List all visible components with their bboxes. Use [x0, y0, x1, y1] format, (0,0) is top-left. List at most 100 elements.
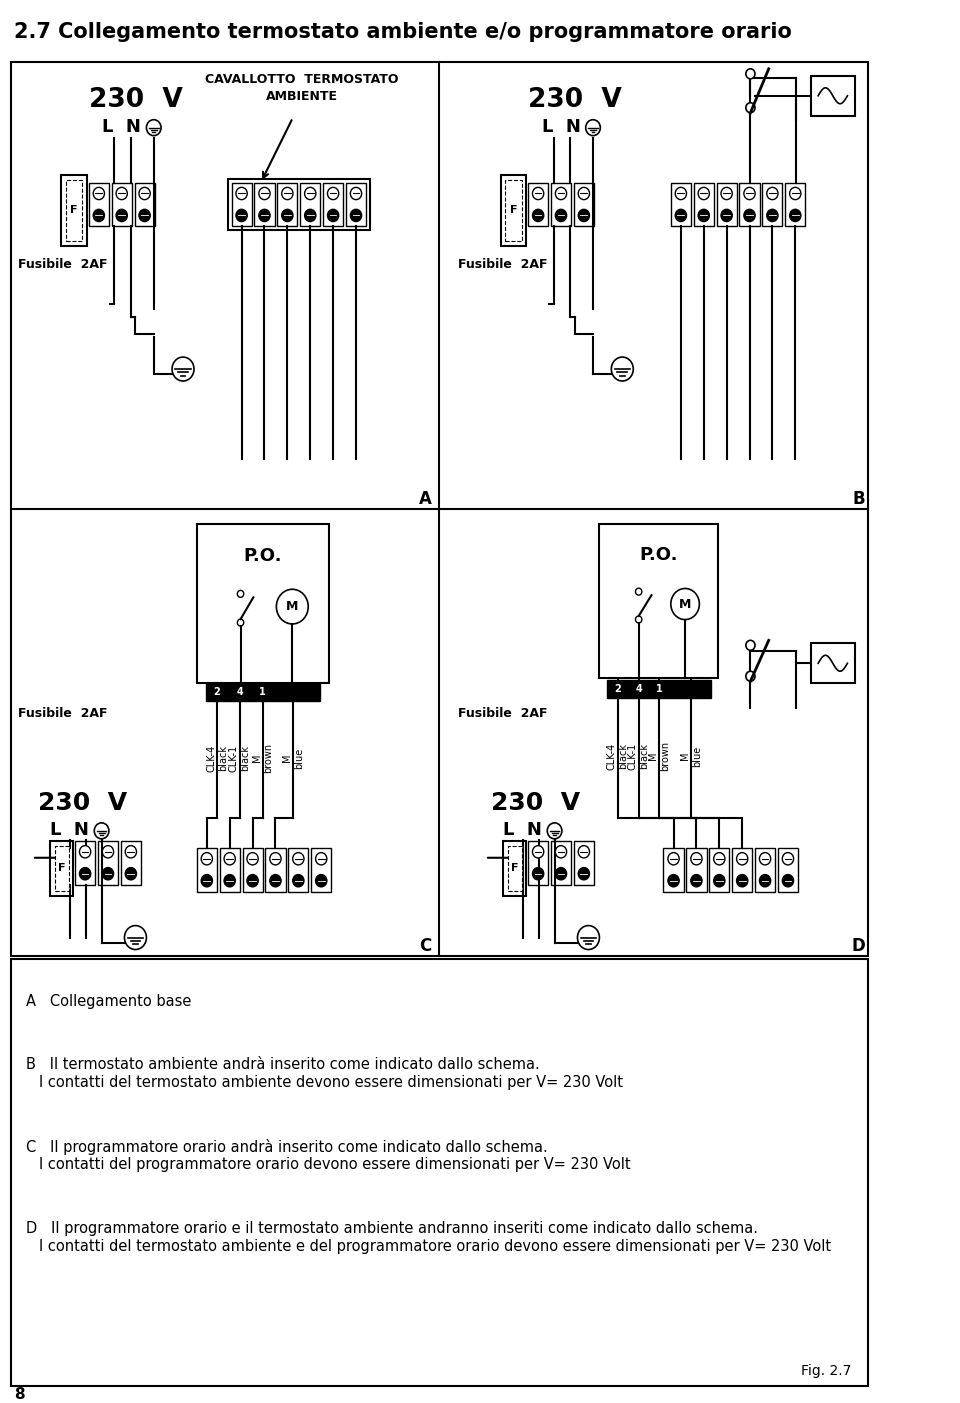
- Text: CLK-1
black: CLK-1 black: [229, 745, 251, 772]
- Circle shape: [327, 209, 339, 222]
- Bar: [309, 683, 319, 702]
- Bar: [778, 847, 798, 892]
- Circle shape: [533, 209, 543, 222]
- Circle shape: [555, 209, 566, 222]
- Text: Fusibile  2AF: Fusibile 2AF: [458, 258, 547, 271]
- Bar: [277, 182, 298, 226]
- Text: 230  V: 230 V: [528, 87, 621, 112]
- Text: 8: 8: [13, 1386, 24, 1402]
- Circle shape: [691, 853, 702, 864]
- Circle shape: [746, 671, 755, 682]
- Circle shape: [236, 188, 248, 199]
- Circle shape: [350, 209, 362, 222]
- Bar: [98, 840, 118, 885]
- Bar: [265, 847, 285, 892]
- Circle shape: [547, 822, 562, 839]
- Text: C: C: [420, 937, 432, 954]
- Bar: [716, 182, 736, 226]
- Text: B: B: [852, 490, 865, 508]
- Text: L  N: L N: [541, 118, 581, 136]
- Circle shape: [533, 188, 543, 199]
- Bar: [121, 840, 141, 885]
- Circle shape: [202, 853, 212, 864]
- Circle shape: [555, 846, 566, 857]
- Circle shape: [713, 874, 725, 887]
- Circle shape: [237, 619, 244, 626]
- Circle shape: [578, 209, 589, 222]
- Bar: [505, 180, 521, 241]
- Text: L  N: L N: [103, 118, 141, 136]
- Circle shape: [247, 853, 258, 864]
- Bar: [231, 182, 252, 226]
- Circle shape: [555, 188, 566, 199]
- Circle shape: [304, 188, 316, 199]
- Text: 2: 2: [614, 685, 621, 694]
- Circle shape: [276, 589, 308, 624]
- Text: M
brown: M brown: [648, 741, 670, 772]
- Circle shape: [533, 846, 543, 857]
- Bar: [311, 847, 331, 892]
- Text: CAVALLOTTO  TERMOSTATO: CAVALLOTTO TERMOSTATO: [205, 73, 398, 86]
- Bar: [503, 840, 526, 895]
- Bar: [508, 846, 521, 891]
- Circle shape: [759, 853, 771, 864]
- Text: 4: 4: [236, 687, 243, 697]
- Text: M
brown: M brown: [252, 744, 274, 773]
- Circle shape: [103, 867, 113, 880]
- Circle shape: [767, 188, 778, 199]
- Bar: [254, 182, 275, 226]
- Circle shape: [782, 853, 794, 864]
- Circle shape: [671, 588, 700, 620]
- Circle shape: [736, 874, 748, 887]
- Circle shape: [293, 853, 304, 864]
- Circle shape: [533, 867, 543, 880]
- Circle shape: [746, 69, 755, 79]
- Text: F: F: [70, 205, 78, 216]
- Bar: [324, 182, 343, 226]
- Bar: [55, 846, 68, 891]
- Text: P.O.: P.O.: [244, 547, 282, 564]
- Circle shape: [293, 874, 304, 887]
- Text: Fusibile  2AF: Fusibile 2AF: [18, 707, 108, 720]
- Circle shape: [125, 926, 147, 950]
- Circle shape: [270, 874, 281, 887]
- Circle shape: [247, 874, 258, 887]
- Text: 230  V: 230 V: [491, 791, 580, 815]
- Text: 230  V: 230 V: [88, 87, 182, 112]
- Circle shape: [94, 822, 108, 839]
- Circle shape: [202, 874, 212, 887]
- Bar: [11, 62, 868, 955]
- Circle shape: [224, 874, 235, 887]
- Bar: [243, 847, 263, 892]
- Circle shape: [675, 209, 686, 222]
- Circle shape: [721, 188, 732, 199]
- Circle shape: [790, 188, 801, 199]
- Circle shape: [790, 209, 801, 222]
- Bar: [50, 840, 73, 895]
- Circle shape: [116, 188, 128, 199]
- Circle shape: [237, 591, 244, 598]
- Circle shape: [744, 209, 756, 222]
- Bar: [258, 683, 267, 702]
- Bar: [739, 182, 759, 226]
- Text: AMBIENTE: AMBIENTE: [266, 90, 338, 102]
- Text: Fusibile  2AF: Fusibile 2AF: [458, 707, 547, 720]
- Circle shape: [736, 853, 748, 864]
- Text: D: D: [852, 937, 865, 954]
- Text: M: M: [679, 598, 691, 610]
- Text: CLK-4
black: CLK-4 black: [206, 745, 228, 772]
- Circle shape: [713, 853, 725, 864]
- Bar: [134, 182, 155, 226]
- Circle shape: [281, 188, 293, 199]
- Text: 1: 1: [259, 687, 266, 697]
- Bar: [66, 180, 83, 241]
- Circle shape: [578, 846, 589, 857]
- Circle shape: [236, 209, 248, 222]
- Bar: [811, 76, 854, 115]
- Bar: [228, 178, 370, 230]
- Bar: [607, 680, 711, 699]
- Text: F: F: [510, 205, 517, 216]
- Bar: [205, 683, 321, 702]
- Bar: [220, 847, 240, 892]
- Text: D   Il programmatore orario e il termostato ambiente andranno inseriti come indi: D Il programmatore orario e il termostat…: [26, 1221, 757, 1236]
